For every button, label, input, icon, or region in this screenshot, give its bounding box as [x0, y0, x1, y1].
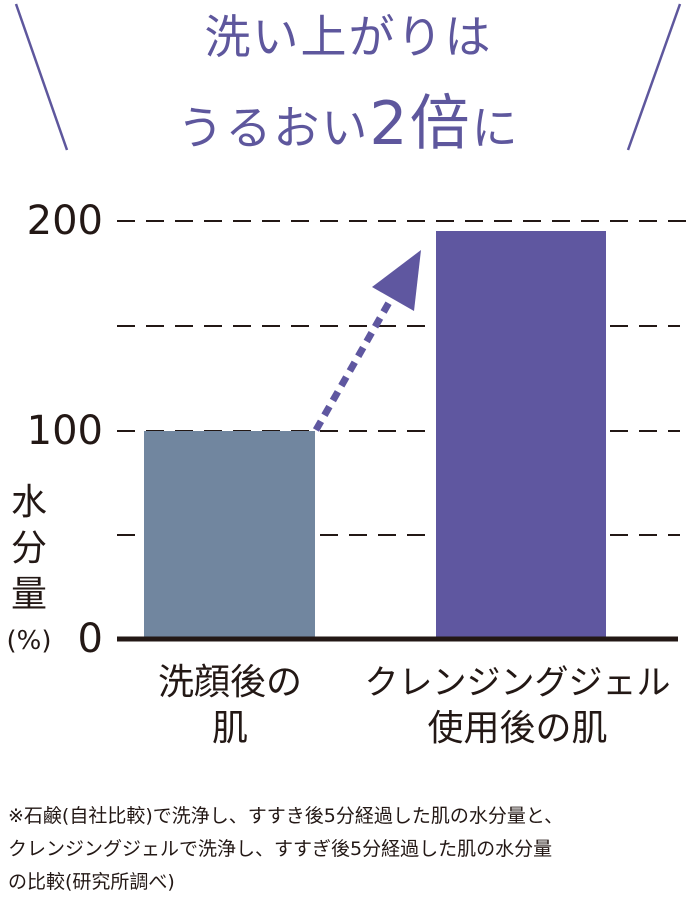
footnote: ※石鹸(自社比較)で洗浄し、すすき後5分経過した肌の水分量と、 クレンジングジェ… — [8, 800, 697, 899]
y-tick-200: 200 — [26, 198, 103, 244]
y-axis-label: 水分量 (%) — [6, 480, 52, 664]
bar-face-wash — [144, 431, 315, 639]
bar-cleansing-gel — [436, 231, 606, 639]
left-slash-decoration — [14, 3, 69, 151]
x-label-cleansing-gel-line1: クレンジングジェル — [364, 663, 671, 703]
y-axis-label-main: 水分量 — [10, 482, 47, 615]
right-slash-decoration — [626, 3, 682, 151]
x-label-face-wash-line2: 肌 — [211, 708, 248, 749]
headline: 洗い上がりは うるおい2倍に — [0, 0, 697, 160]
x-label-face-wash: 洗顔後の 肌 — [115, 660, 345, 752]
increase-arrow-shaft — [312, 290, 399, 432]
headline-line-2: うるおい2倍に — [0, 94, 697, 154]
footnote-line-2: クレンジングジェルで洗浄し、すすぎ後5分経過した肌の水分量 — [8, 838, 553, 860]
bar-chart: 200 100 0 水分量 (%) 洗顔後の 肌 クレンジングジェル 使用後の肌 — [0, 180, 697, 780]
footnote-line-3: の比較(研究所調べ) — [8, 871, 175, 893]
x-label-cleansing-gel: クレンジングジェル 使用後の肌 — [338, 660, 697, 752]
headline-brackets — [14, 3, 682, 151]
headline-line-1: 洗い上がりは — [204, 10, 493, 64]
x-label-face-wash-line1: 洗顔後の — [157, 662, 302, 703]
y-axis-label-unit: (%) — [6, 626, 52, 656]
headline-line-2-prefix: うるおい — [177, 101, 370, 155]
headline-line-2-suffix: に — [471, 101, 520, 155]
chart-plot — [117, 220, 697, 642]
x-label-cleansing-gel-line2: 使用後の肌 — [427, 708, 608, 749]
headline-emphasis: 2倍 — [369, 89, 472, 159]
y-tick-100: 100 — [26, 408, 103, 454]
footnote-line-1: ※石鹸(自社比較)で洗浄し、すすき後5分経過した肌の水分量と、 — [8, 805, 564, 827]
increase-arrow-head-icon — [372, 250, 421, 311]
y-tick-0: 0 — [77, 616, 103, 662]
